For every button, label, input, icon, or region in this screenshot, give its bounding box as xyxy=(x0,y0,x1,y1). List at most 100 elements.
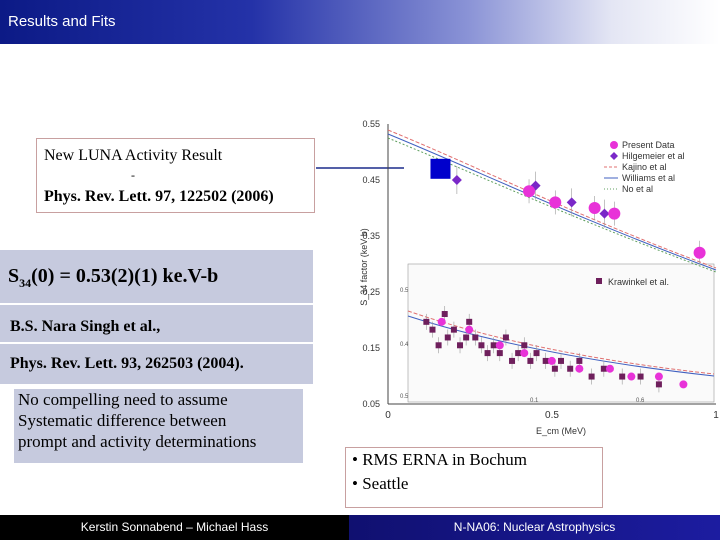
krawinkel-point xyxy=(637,373,644,380)
inset-tick-label: 0.1 xyxy=(530,398,539,404)
luna-heading: New LUNA Activity Result xyxy=(44,147,223,164)
present-data-point xyxy=(549,196,562,209)
conclusion-note: No compelling need to assume Systematic … xyxy=(14,389,303,463)
footer-conference: N-NA06: Nuclear Astrophysics xyxy=(349,515,720,540)
krawinkel-point xyxy=(567,365,574,372)
legend-marker xyxy=(596,278,602,284)
bullet-item-2: • Seattle xyxy=(352,474,409,493)
slide-title: Results and Fits xyxy=(8,13,116,30)
s34-plot: 0.05 0.15 0.25 0.35 0.45 0.55 0 0.5 1 S_34 fact… xyxy=(316,119,719,436)
luna-dash: - xyxy=(131,168,135,182)
hilgemeier-point xyxy=(599,208,610,219)
s34-band xyxy=(0,250,313,303)
luna-point xyxy=(430,158,451,179)
hilgemeier-point xyxy=(451,175,462,185)
present-data-point xyxy=(465,325,474,334)
y-tick-label: 0.55 xyxy=(362,119,380,129)
inset-tick-label: 0.5 xyxy=(400,394,409,400)
inset-tick-label: 0.4 xyxy=(400,342,409,348)
legend-label: No et al xyxy=(622,184,653,194)
y-axis-label: S_34 factor (keV b) xyxy=(359,228,369,306)
note-line-1: No compelling need to assume xyxy=(18,390,228,409)
note-line-2: Systematic difference between xyxy=(18,411,227,430)
krawinkel-point xyxy=(542,357,549,364)
krawinkel-point xyxy=(444,334,451,341)
x-tick-label: 1 xyxy=(713,410,719,421)
krawinkel-point xyxy=(551,365,558,372)
present-data-point xyxy=(608,207,621,220)
legend-label: Williams et al xyxy=(622,173,675,183)
footer-authors: Kerstin Sonnabend – Michael Hass xyxy=(0,515,349,540)
y-tick-label: 0.45 xyxy=(362,175,380,185)
s34-result: S34(0) = 0.53(2)(1) ke.V-b xyxy=(8,265,218,291)
bullet-item-1: • RMS ERNA in Bochum xyxy=(352,450,528,469)
y-tick-label: 0.25 xyxy=(362,287,380,297)
present-data-point xyxy=(693,246,706,259)
journal-band xyxy=(0,344,313,384)
s34-value: (0) = 0.53(2)(1) ke.V-b xyxy=(31,265,219,287)
krawinkel-point xyxy=(472,334,479,341)
krawinkel-point xyxy=(600,365,607,372)
krawinkel-point xyxy=(429,326,436,333)
krawinkel-point xyxy=(509,357,516,364)
krawinkel-point xyxy=(619,373,626,380)
inset-tick-label: 0.5 xyxy=(400,288,409,294)
present-data-point xyxy=(575,364,584,373)
krawinkel-point xyxy=(502,334,509,341)
luna-reference: Phys. Rev. Lett. 97, 122502 (2006) xyxy=(44,188,274,205)
luna-result-box: New LUNA Activity Result - Phys. Rev. Le… xyxy=(36,138,315,213)
krawinkel-point xyxy=(588,373,595,380)
y-tick-label: 0.35 xyxy=(362,231,380,241)
reference-journal: Phys. Rev. Lett. 93, 262503 (2004). xyxy=(10,355,244,372)
krawinkel-point xyxy=(423,318,430,325)
legend-label: Present Data xyxy=(622,140,675,150)
krawinkel-point xyxy=(533,350,540,357)
inset-fit-blue xyxy=(407,315,715,377)
krawinkel-point xyxy=(655,381,662,388)
x-axis-label: E_cm (MeV) xyxy=(536,426,586,436)
krawinkel-point xyxy=(521,342,528,349)
present-data-point xyxy=(605,364,614,373)
authors-band xyxy=(0,305,313,342)
note-line-3: prompt and activity determinations xyxy=(18,432,257,451)
facilities-box: • RMS ERNA in Bochum • Seattle xyxy=(345,447,603,508)
reference-authors: B.S. Nara Singh et al., xyxy=(10,318,161,335)
present-data-point xyxy=(520,349,529,358)
y-tick-label: 0.05 xyxy=(362,399,380,409)
s34-subscript: 34 xyxy=(19,276,32,290)
krawinkel-point xyxy=(466,318,473,325)
title-bar: Results and Fits xyxy=(0,0,720,44)
present-data-point xyxy=(547,356,556,365)
krawinkel-point xyxy=(576,357,583,364)
present-data-point xyxy=(654,372,663,381)
legend-label: Krawinkel et al. xyxy=(608,277,669,287)
krawinkel-point xyxy=(463,334,470,341)
krawinkel-point xyxy=(558,357,564,364)
krawinkel-point xyxy=(527,357,534,364)
present-data-point xyxy=(523,185,536,198)
y-tick-label: 0.15 xyxy=(362,343,380,353)
present-data-point xyxy=(588,202,601,214)
legend-marker xyxy=(610,141,618,149)
krawinkel-point xyxy=(515,350,522,357)
inset-tick-label: 0.6 xyxy=(636,398,645,404)
legend-marker xyxy=(610,152,618,160)
hilgemeier-point xyxy=(530,180,541,191)
x-tick-label: 0 xyxy=(385,410,391,421)
s34-symbol: S xyxy=(8,265,20,287)
legend-label: Kajino et al xyxy=(622,162,667,172)
present-data-point xyxy=(495,341,504,350)
hilgemeier-point xyxy=(566,197,577,208)
krawinkel-point xyxy=(484,350,491,357)
krawinkel-point xyxy=(457,342,464,349)
present-data-point xyxy=(437,317,446,326)
krawinkel-point xyxy=(490,342,497,349)
x-tick-label: 0.5 xyxy=(545,410,559,421)
krawinkel-point xyxy=(441,311,448,318)
present-data-point xyxy=(679,380,688,389)
krawinkel-point xyxy=(435,342,442,349)
krawinkel-point xyxy=(450,326,457,333)
fit-curve-no xyxy=(387,137,717,273)
present-data-point xyxy=(627,372,636,381)
krawinkel-point xyxy=(478,342,485,349)
